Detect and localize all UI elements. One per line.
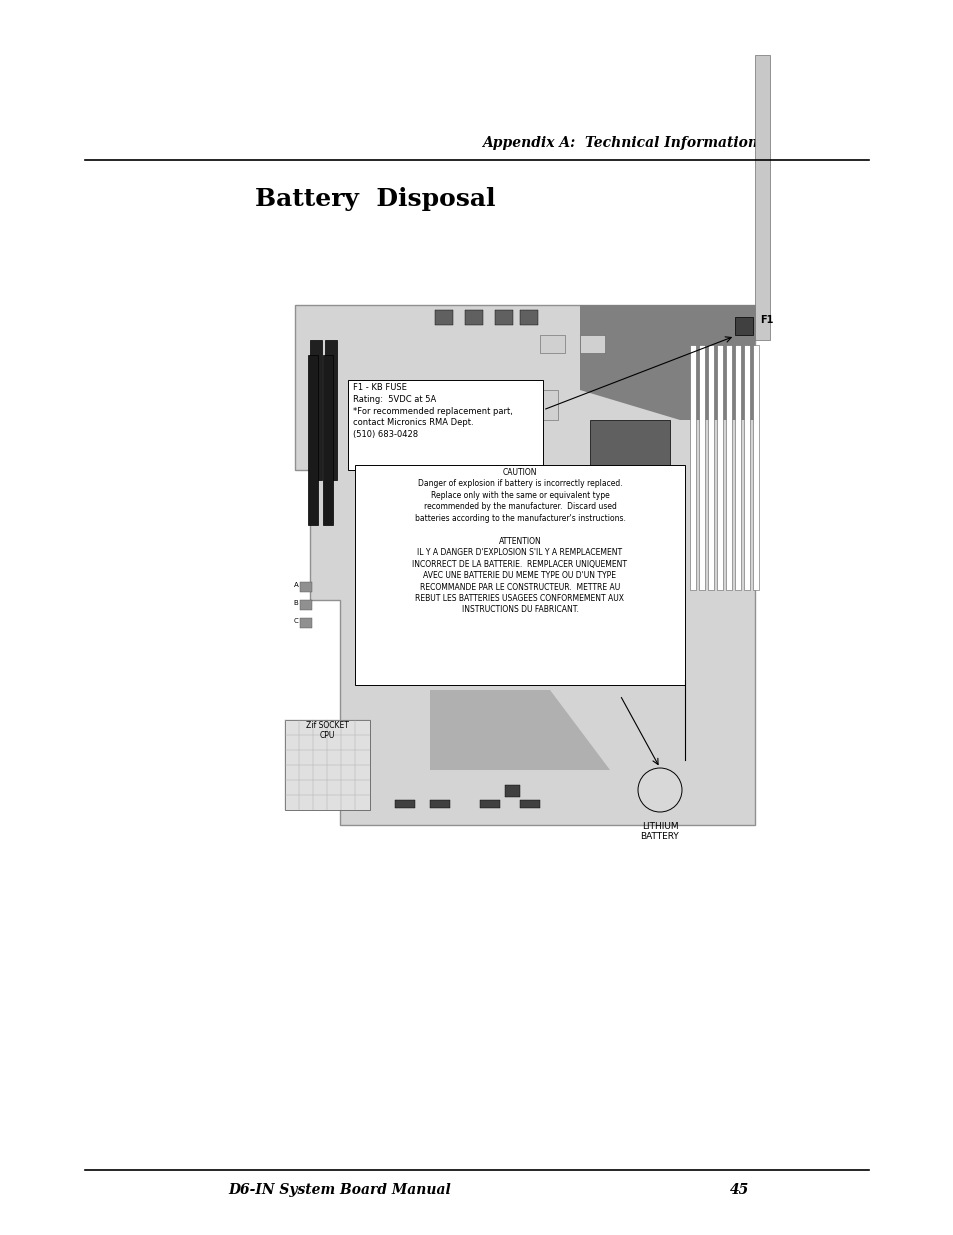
Text: CAUTION
Danger of explosion if battery is incorrectly replaced.
Replace only wit: CAUTION Danger of explosion if battery i…: [412, 468, 627, 614]
Bar: [504, 785, 519, 797]
Bar: [689, 345, 696, 590]
Bar: [707, 345, 713, 590]
Bar: [299, 582, 312, 592]
Bar: [734, 317, 752, 335]
Bar: [348, 380, 542, 471]
Text: B: B: [294, 600, 298, 606]
Text: Zif SOCKET
CPU: Zif SOCKET CPU: [306, 720, 349, 740]
Bar: [510, 390, 527, 420]
Text: C: C: [294, 618, 298, 624]
Polygon shape: [579, 305, 754, 420]
Text: LITHIUM
BATTERY: LITHIUM BATTERY: [640, 823, 679, 841]
Text: Battery  Disposal: Battery Disposal: [254, 186, 495, 211]
Bar: [752, 345, 759, 590]
Bar: [435, 310, 453, 325]
Circle shape: [638, 768, 681, 811]
Bar: [355, 466, 684, 685]
Text: F1 - KB FUSE
Rating:  5VDC at 5A
*For recommended replacement part,
contact Micr: F1 - KB FUSE Rating: 5VDC at 5A *For rec…: [353, 383, 513, 440]
Bar: [323, 354, 333, 525]
Bar: [725, 345, 731, 590]
Bar: [495, 310, 513, 325]
Bar: [395, 800, 415, 808]
Polygon shape: [430, 690, 609, 769]
Bar: [734, 345, 740, 590]
Bar: [430, 800, 450, 808]
Text: Appendix A:  Technical Information: Appendix A: Technical Information: [481, 136, 758, 149]
Bar: [589, 420, 669, 490]
Bar: [743, 345, 749, 590]
Bar: [699, 345, 704, 590]
Bar: [325, 340, 336, 480]
Bar: [299, 600, 312, 610]
Bar: [754, 56, 769, 340]
Bar: [539, 390, 558, 420]
Bar: [479, 390, 497, 420]
Bar: [479, 800, 499, 808]
Text: D6-IN System Board Manual: D6-IN System Board Manual: [229, 1183, 451, 1197]
Bar: [519, 310, 537, 325]
Bar: [464, 310, 482, 325]
Bar: [579, 335, 604, 353]
Bar: [308, 354, 317, 525]
Bar: [519, 800, 539, 808]
Bar: [310, 340, 322, 480]
Bar: [419, 390, 437, 420]
Text: 45: 45: [730, 1183, 749, 1197]
Bar: [539, 335, 564, 353]
Polygon shape: [294, 305, 754, 825]
Bar: [299, 618, 312, 629]
Bar: [717, 345, 722, 590]
Text: F1: F1: [760, 315, 773, 325]
Bar: [450, 390, 468, 420]
Text: A: A: [294, 582, 298, 588]
Bar: [285, 720, 370, 810]
